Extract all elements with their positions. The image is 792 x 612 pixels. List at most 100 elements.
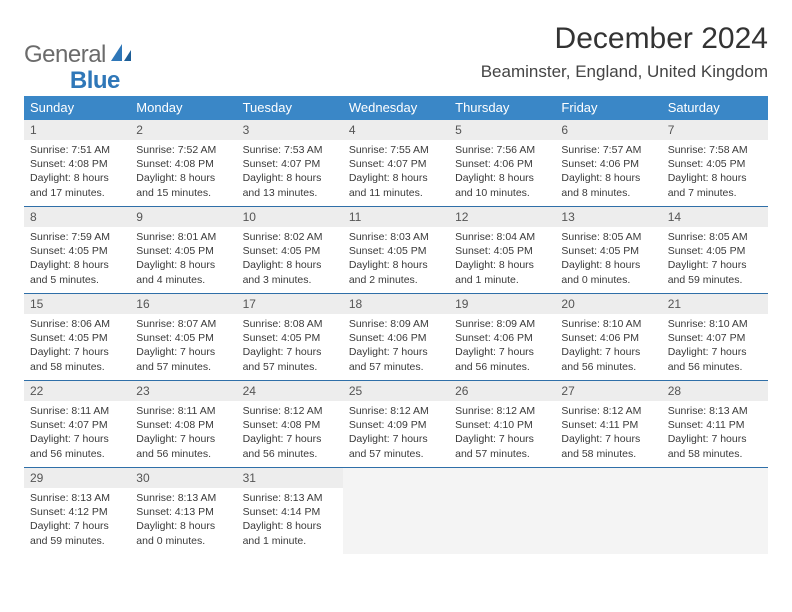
sunrise-text: Sunrise: 8:11 AM [136, 404, 230, 418]
daylight-line2: and 57 minutes. [136, 360, 230, 374]
calendar-empty-cell: . [449, 468, 555, 554]
sunrise-text: Sunrise: 7:51 AM [30, 143, 124, 157]
sunrise-text: Sunrise: 8:10 AM [561, 317, 655, 331]
daylight-line2: and 56 minutes. [136, 447, 230, 461]
calendar-day-cell: 9Sunrise: 8:01 AMSunset: 4:05 PMDaylight… [130, 207, 236, 293]
day-number: 8 [24, 207, 130, 227]
logo-sail-icon [110, 43, 132, 68]
day-number: 17 [237, 294, 343, 314]
day-number: 22 [24, 381, 130, 401]
sunset-text: Sunset: 4:07 PM [243, 157, 337, 171]
day-number: 4 [343, 120, 449, 140]
sunset-text: Sunset: 4:06 PM [455, 331, 549, 345]
daylight-line2: and 56 minutes. [243, 447, 337, 461]
day-number: 28 [662, 381, 768, 401]
day-details: Sunrise: 8:10 AMSunset: 4:06 PMDaylight:… [555, 314, 661, 379]
day-details: Sunrise: 7:51 AMSunset: 4:08 PMDaylight:… [24, 140, 130, 205]
daylight-line1: Daylight: 7 hours [668, 258, 762, 272]
daylight-line1: Daylight: 8 hours [349, 171, 443, 185]
calendar-week-row: 15Sunrise: 8:06 AMSunset: 4:05 PMDayligh… [24, 293, 768, 380]
sunrise-text: Sunrise: 7:59 AM [30, 230, 124, 244]
daylight-line2: and 5 minutes. [30, 273, 124, 287]
daylight-line1: Daylight: 7 hours [455, 345, 549, 359]
daylight-line2: and 57 minutes. [349, 360, 443, 374]
sunrise-text: Sunrise: 8:09 AM [455, 317, 549, 331]
logo-text-blue: Blue [70, 67, 120, 95]
day-details: Sunrise: 8:09 AMSunset: 4:06 PMDaylight:… [343, 314, 449, 379]
sunrise-text: Sunrise: 8:05 AM [561, 230, 655, 244]
daylight-line2: and 59 minutes. [30, 534, 124, 548]
day-number: 14 [662, 207, 768, 227]
calendar-empty-cell: . [343, 468, 449, 554]
calendar-header-row: SundayMondayTuesdayWednesdayThursdayFrid… [24, 96, 768, 120]
calendar-week-row: 1Sunrise: 7:51 AMSunset: 4:08 PMDaylight… [24, 120, 768, 206]
sunrise-text: Sunrise: 8:02 AM [243, 230, 337, 244]
calendar: SundayMondayTuesdayWednesdayThursdayFrid… [24, 96, 768, 554]
sunset-text: Sunset: 4:05 PM [136, 331, 230, 345]
sunset-text: Sunset: 4:05 PM [561, 244, 655, 258]
calendar-day-cell: 19Sunrise: 8:09 AMSunset: 4:06 PMDayligh… [449, 294, 555, 380]
sunset-text: Sunset: 4:09 PM [349, 418, 443, 432]
sunrise-text: Sunrise: 7:52 AM [136, 143, 230, 157]
calendar-day-cell: 28Sunrise: 8:13 AMSunset: 4:11 PMDayligh… [662, 381, 768, 467]
calendar-week-row: 22Sunrise: 8:11 AMSunset: 4:07 PMDayligh… [24, 380, 768, 467]
day-number: 16 [130, 294, 236, 314]
calendar-day-cell: 2Sunrise: 7:52 AMSunset: 4:08 PMDaylight… [130, 120, 236, 206]
daylight-line2: and 56 minutes. [30, 447, 124, 461]
sunrise-text: Sunrise: 8:03 AM [349, 230, 443, 244]
daylight-line1: Daylight: 7 hours [30, 432, 124, 446]
daylight-line1: Daylight: 8 hours [561, 171, 655, 185]
daylight-line2: and 10 minutes. [455, 186, 549, 200]
day-details: Sunrise: 8:12 AMSunset: 4:11 PMDaylight:… [555, 401, 661, 466]
title-block: December 2024 Beaminster, England, Unite… [481, 22, 768, 82]
sunset-text: Sunset: 4:05 PM [243, 331, 337, 345]
daylight-line1: Daylight: 7 hours [349, 432, 443, 446]
day-number: 3 [237, 120, 343, 140]
header-row: General Blue December 2024 Beaminster, E… [24, 22, 768, 82]
calendar-day-cell: 12Sunrise: 8:04 AMSunset: 4:05 PMDayligh… [449, 207, 555, 293]
day-header: Sunday [24, 96, 130, 120]
calendar-empty-cell: . [555, 468, 661, 554]
day-number: 30 [130, 468, 236, 488]
calendar-day-cell: 27Sunrise: 8:12 AMSunset: 4:11 PMDayligh… [555, 381, 661, 467]
calendar-day-cell: 4Sunrise: 7:55 AMSunset: 4:07 PMDaylight… [343, 120, 449, 206]
daylight-line2: and 58 minutes. [30, 360, 124, 374]
sunrise-text: Sunrise: 8:04 AM [455, 230, 549, 244]
day-number: 10 [237, 207, 343, 227]
sunset-text: Sunset: 4:10 PM [455, 418, 549, 432]
sunrise-text: Sunrise: 8:09 AM [349, 317, 443, 331]
calendar-day-cell: 16Sunrise: 8:07 AMSunset: 4:05 PMDayligh… [130, 294, 236, 380]
daylight-line2: and 0 minutes. [136, 534, 230, 548]
day-number: 15 [24, 294, 130, 314]
calendar-day-cell: 13Sunrise: 8:05 AMSunset: 4:05 PMDayligh… [555, 207, 661, 293]
sunset-text: Sunset: 4:05 PM [243, 244, 337, 258]
calendar-day-cell: 17Sunrise: 8:08 AMSunset: 4:05 PMDayligh… [237, 294, 343, 380]
sunrise-text: Sunrise: 7:57 AM [561, 143, 655, 157]
sunset-text: Sunset: 4:06 PM [455, 157, 549, 171]
daylight-line1: Daylight: 7 hours [668, 432, 762, 446]
daylight-line1: Daylight: 8 hours [30, 258, 124, 272]
sunset-text: Sunset: 4:11 PM [668, 418, 762, 432]
day-header: Monday [130, 96, 236, 120]
day-number: 24 [237, 381, 343, 401]
daylight-line1: Daylight: 8 hours [243, 171, 337, 185]
sunrise-text: Sunrise: 8:05 AM [668, 230, 762, 244]
day-number: 6 [555, 120, 661, 140]
calendar-empty-cell: . [662, 468, 768, 554]
day-number: 21 [662, 294, 768, 314]
sunrise-text: Sunrise: 7:55 AM [349, 143, 443, 157]
calendar-day-cell: 23Sunrise: 8:11 AMSunset: 4:08 PMDayligh… [130, 381, 236, 467]
sunset-text: Sunset: 4:05 PM [30, 244, 124, 258]
calendar-day-cell: 15Sunrise: 8:06 AMSunset: 4:05 PMDayligh… [24, 294, 130, 380]
sunset-text: Sunset: 4:07 PM [668, 331, 762, 345]
sunset-text: Sunset: 4:05 PM [30, 331, 124, 345]
sunrise-text: Sunrise: 7:56 AM [455, 143, 549, 157]
calendar-day-cell: 26Sunrise: 8:12 AMSunset: 4:10 PMDayligh… [449, 381, 555, 467]
day-number: 25 [343, 381, 449, 401]
daylight-line1: Daylight: 8 hours [455, 258, 549, 272]
day-number: 20 [555, 294, 661, 314]
daylight-line1: Daylight: 7 hours [136, 345, 230, 359]
location-subtitle: Beaminster, England, United Kingdom [481, 62, 768, 82]
calendar-week-row: 29Sunrise: 8:13 AMSunset: 4:12 PMDayligh… [24, 467, 768, 554]
daylight-line2: and 13 minutes. [243, 186, 337, 200]
